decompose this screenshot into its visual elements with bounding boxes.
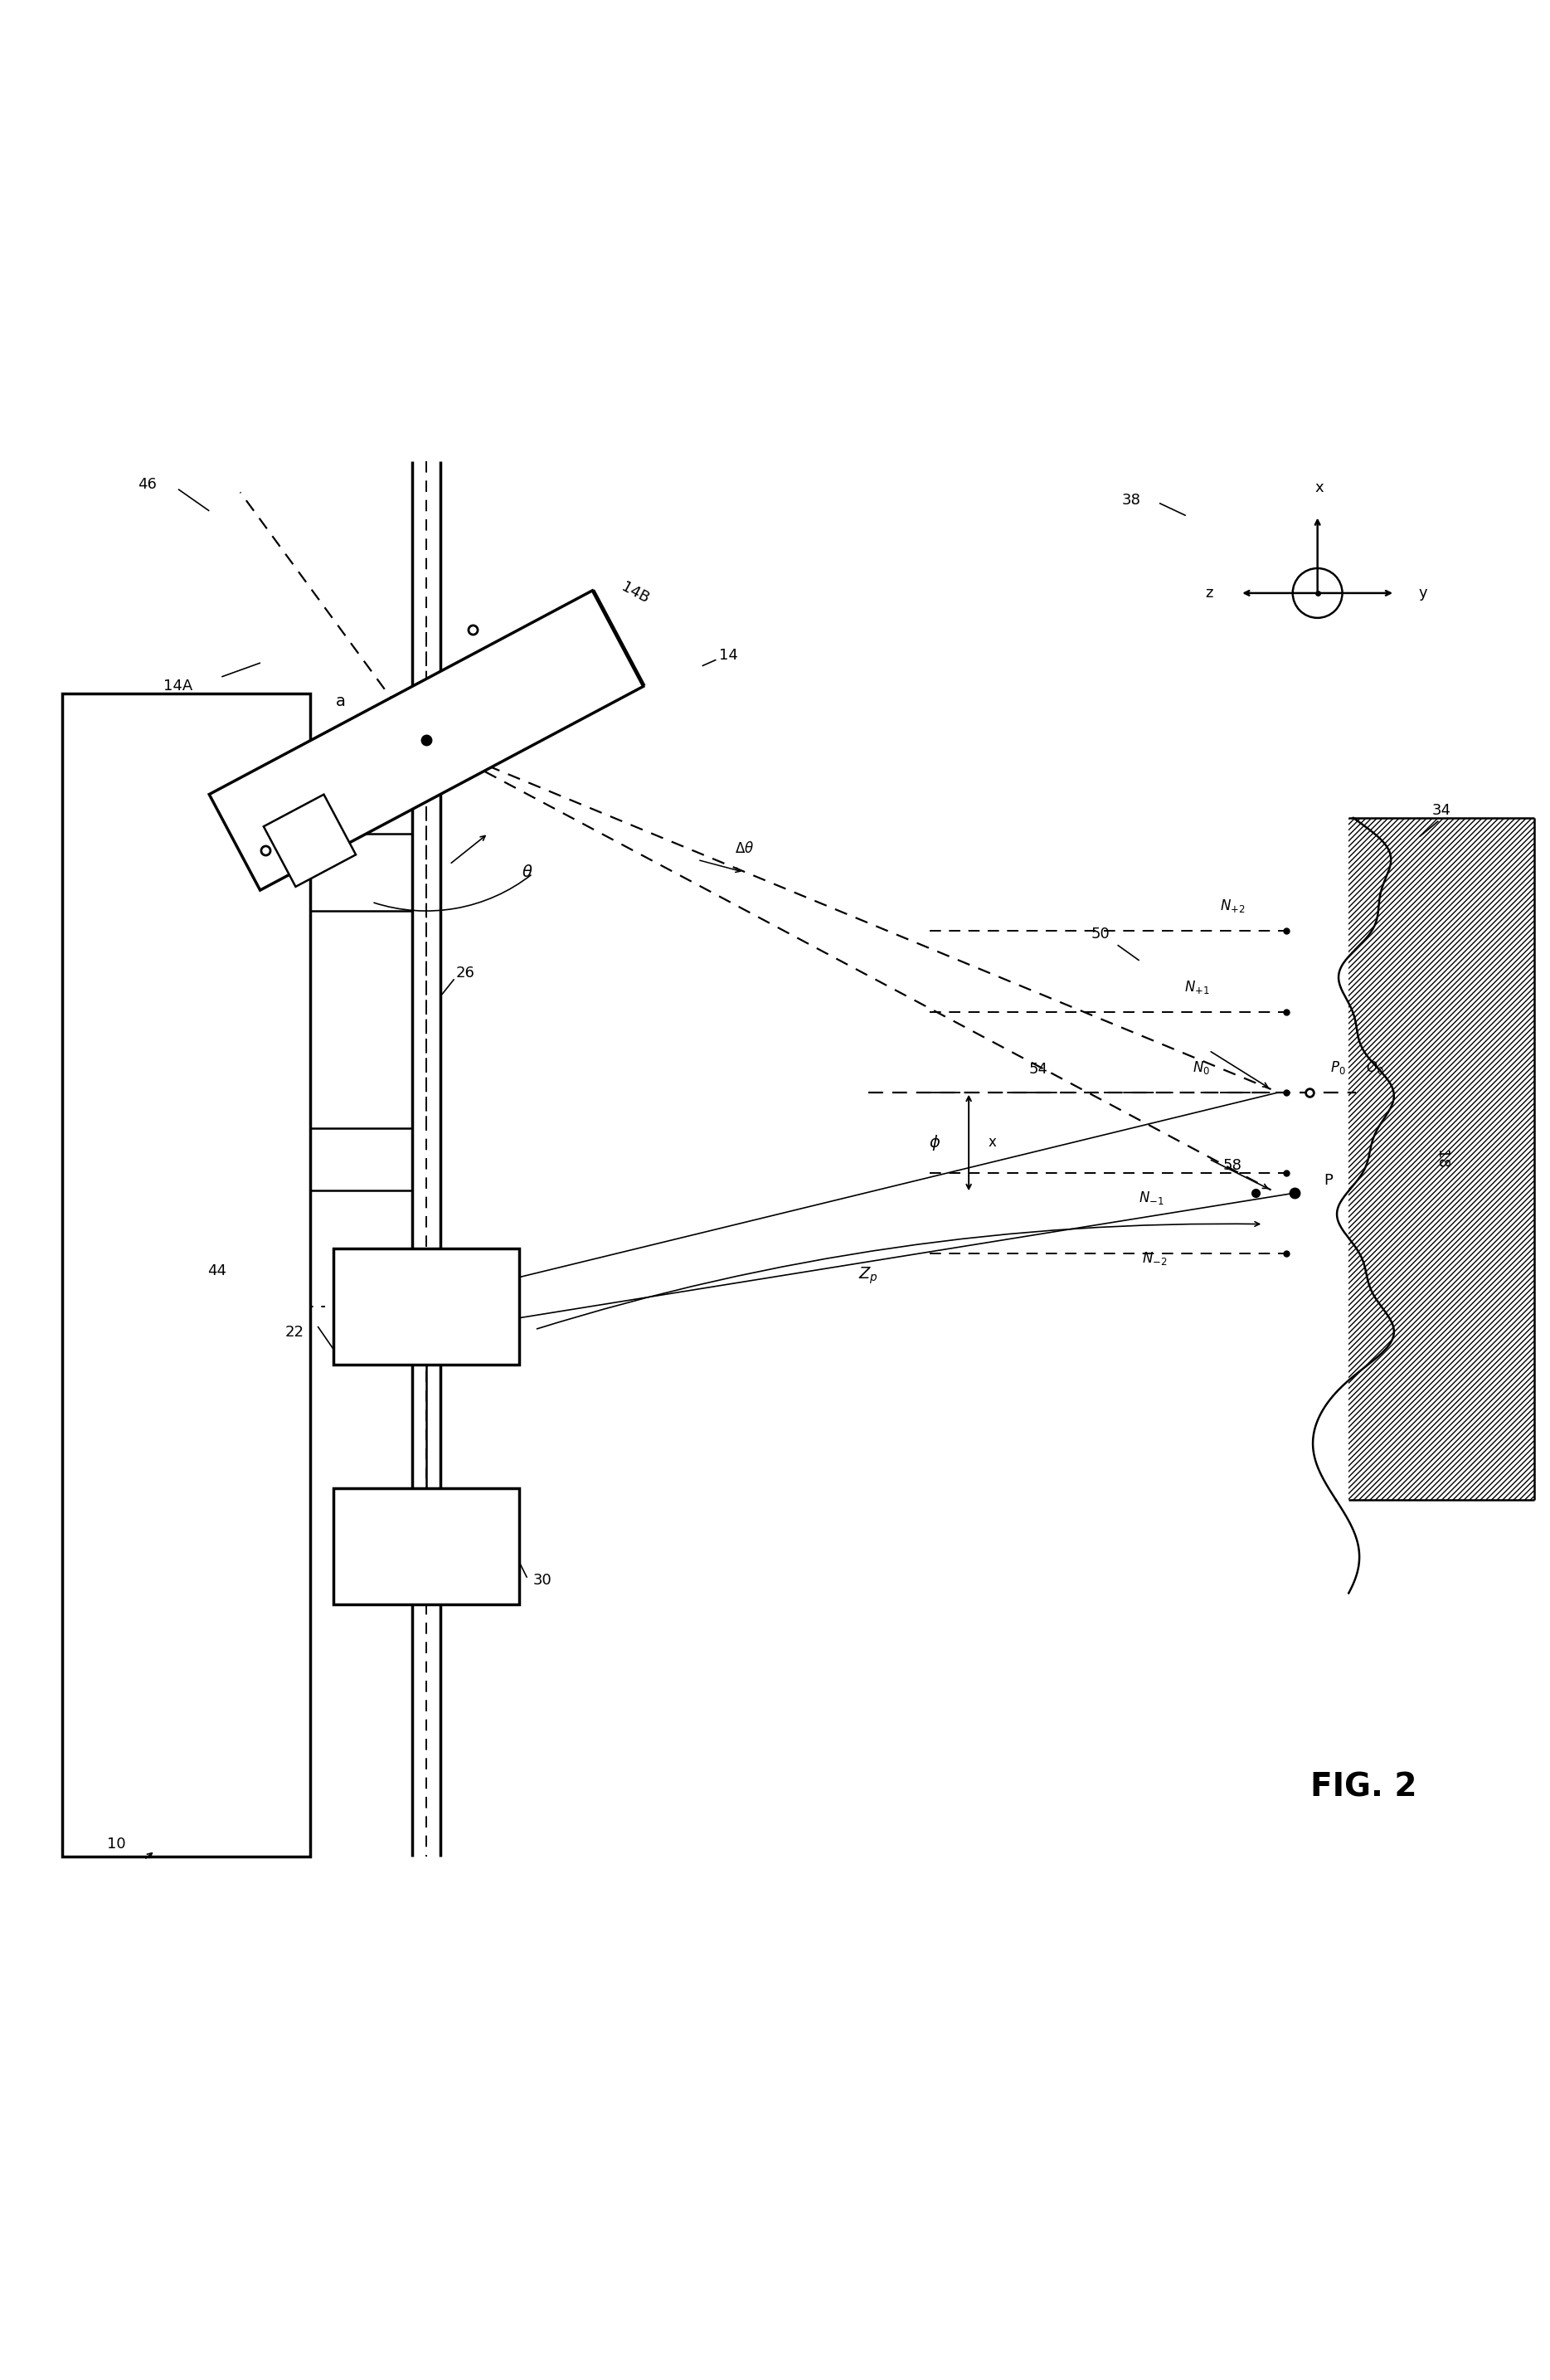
Text: $N_{+1}$: $N_{+1}$ — [1184, 978, 1209, 995]
Text: PROCESSOR: PROCESSOR — [380, 1540, 473, 1554]
Text: $P_0$: $P_0$ — [1330, 1059, 1345, 1076]
Text: FIG. 2: FIG. 2 — [1311, 1771, 1417, 1802]
Text: 10: 10 — [107, 1837, 126, 1852]
Bar — [62, 695, 310, 1856]
Text: a: a — [336, 693, 346, 709]
Text: P: P — [1324, 1173, 1333, 1188]
Text: $N_{+2}$: $N_{+2}$ — [1220, 897, 1245, 914]
Bar — [333, 1488, 519, 1604]
Text: $N_{-2}$: $N_{-2}$ — [1142, 1250, 1167, 1266]
Text: $\Delta\theta$: $\Delta\theta$ — [735, 843, 753, 857]
Text: 14A: 14A — [164, 678, 192, 693]
Text: y: y — [1418, 585, 1428, 600]
Polygon shape — [264, 795, 356, 888]
Text: x: x — [1314, 481, 1324, 495]
Text: $\phi$: $\phi$ — [928, 1133, 941, 1152]
Bar — [1348, 819, 1534, 1499]
Text: 58: 58 — [1223, 1157, 1242, 1173]
Text: x: x — [987, 1135, 997, 1150]
Text: CAMERA: CAMERA — [395, 1299, 457, 1314]
Text: 44: 44 — [208, 1264, 226, 1278]
Text: 22: 22 — [285, 1326, 304, 1340]
Text: 30: 30 — [533, 1573, 552, 1587]
Text: 14: 14 — [719, 647, 738, 662]
Text: 54: 54 — [1029, 1061, 1048, 1076]
Text: $N_0$: $N_0$ — [1192, 1059, 1211, 1076]
Text: 48: 48 — [471, 747, 496, 771]
Bar — [333, 1247, 519, 1364]
Text: 46: 46 — [138, 476, 157, 493]
Text: 14B: 14B — [618, 581, 653, 607]
Polygon shape — [209, 590, 643, 890]
Text: z: z — [1204, 585, 1214, 600]
Text: $O_0$: $O_0$ — [1366, 1059, 1384, 1076]
Text: 34: 34 — [1432, 802, 1451, 819]
Text: 18: 18 — [1434, 1150, 1449, 1169]
Text: $\theta$: $\theta$ — [521, 864, 533, 881]
Text: 26: 26 — [456, 966, 474, 981]
Text: 38: 38 — [1122, 493, 1141, 507]
Text: $N_{-1}$: $N_{-1}$ — [1139, 1190, 1164, 1207]
Text: 50: 50 — [1091, 926, 1110, 942]
Text: $Z_p$: $Z_p$ — [859, 1266, 877, 1285]
